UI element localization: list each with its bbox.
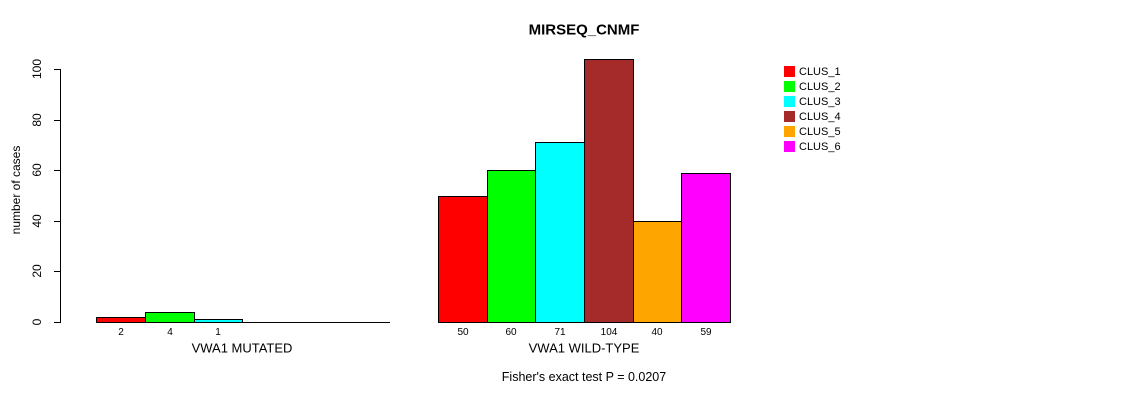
bar-clus_1 [96, 317, 146, 323]
y-tick-label: 0 [30, 318, 44, 326]
y-tick-mark [54, 221, 60, 222]
legend-label: CLUS_4 [799, 110, 841, 123]
y-tick-label: 60 [30, 163, 44, 177]
y-tick-label: 40 [30, 214, 44, 228]
fisher-test-annotation: Fisher's exact test P = 0.0207 [501, 370, 667, 384]
bar-clus_1 [438, 196, 488, 323]
y-tick-mark [54, 271, 60, 272]
bar-value-label: 50 [457, 327, 469, 338]
legend-swatch [784, 126, 795, 137]
y-tick-label: 20 [30, 264, 44, 278]
zero-height-bar [291, 322, 341, 323]
bar-clus_5 [633, 221, 682, 323]
bar-clus_6 [681, 173, 731, 323]
bar-value-label: 2 [118, 327, 124, 338]
legend-swatch [784, 66, 795, 77]
bar-value-label: 40 [651, 327, 663, 338]
bar-value-label: 59 [700, 327, 712, 338]
bar-clus_2 [145, 312, 195, 323]
legend-swatch [784, 96, 795, 107]
zero-height-bar [242, 322, 292, 323]
legend-label: CLUS_5 [799, 125, 841, 138]
bar-value-label: 1 [215, 327, 221, 338]
group-label-mutated: VWA1 MUTATED [191, 340, 293, 356]
bar-clus_3 [194, 319, 243, 323]
bar-value-label: 60 [505, 327, 517, 338]
y-tick-label: 80 [30, 113, 44, 127]
bar-value-label: 71 [554, 327, 566, 338]
zero-height-bar [340, 322, 390, 323]
legend-label: CLUS_1 [799, 65, 841, 78]
y-tick-mark [54, 69, 60, 70]
bar-clus_3 [535, 142, 585, 323]
y-tick-mark [54, 322, 60, 323]
y-tick-mark [54, 170, 60, 171]
bar-clus_4 [584, 59, 634, 323]
chart-title: MIRSEQ_CNMF [528, 21, 640, 39]
y-axis-line [60, 69, 61, 323]
group-label-wildtype: VWA1 WILD-TYPE [528, 340, 640, 356]
legend-label: CLUS_2 [799, 80, 841, 93]
bar-value-label: 4 [167, 327, 173, 338]
y-axis-label: number of cases [9, 145, 23, 235]
y-tick-label: 100 [30, 58, 44, 80]
legend-label: CLUS_6 [799, 140, 841, 153]
legend-swatch [784, 141, 795, 152]
bar-value-label: 104 [600, 327, 618, 338]
legend-label: CLUS_3 [799, 95, 841, 108]
legend-swatch [784, 111, 795, 122]
y-tick-mark [54, 120, 60, 121]
legend-swatch [784, 81, 795, 92]
bar-clus_2 [487, 170, 536, 323]
